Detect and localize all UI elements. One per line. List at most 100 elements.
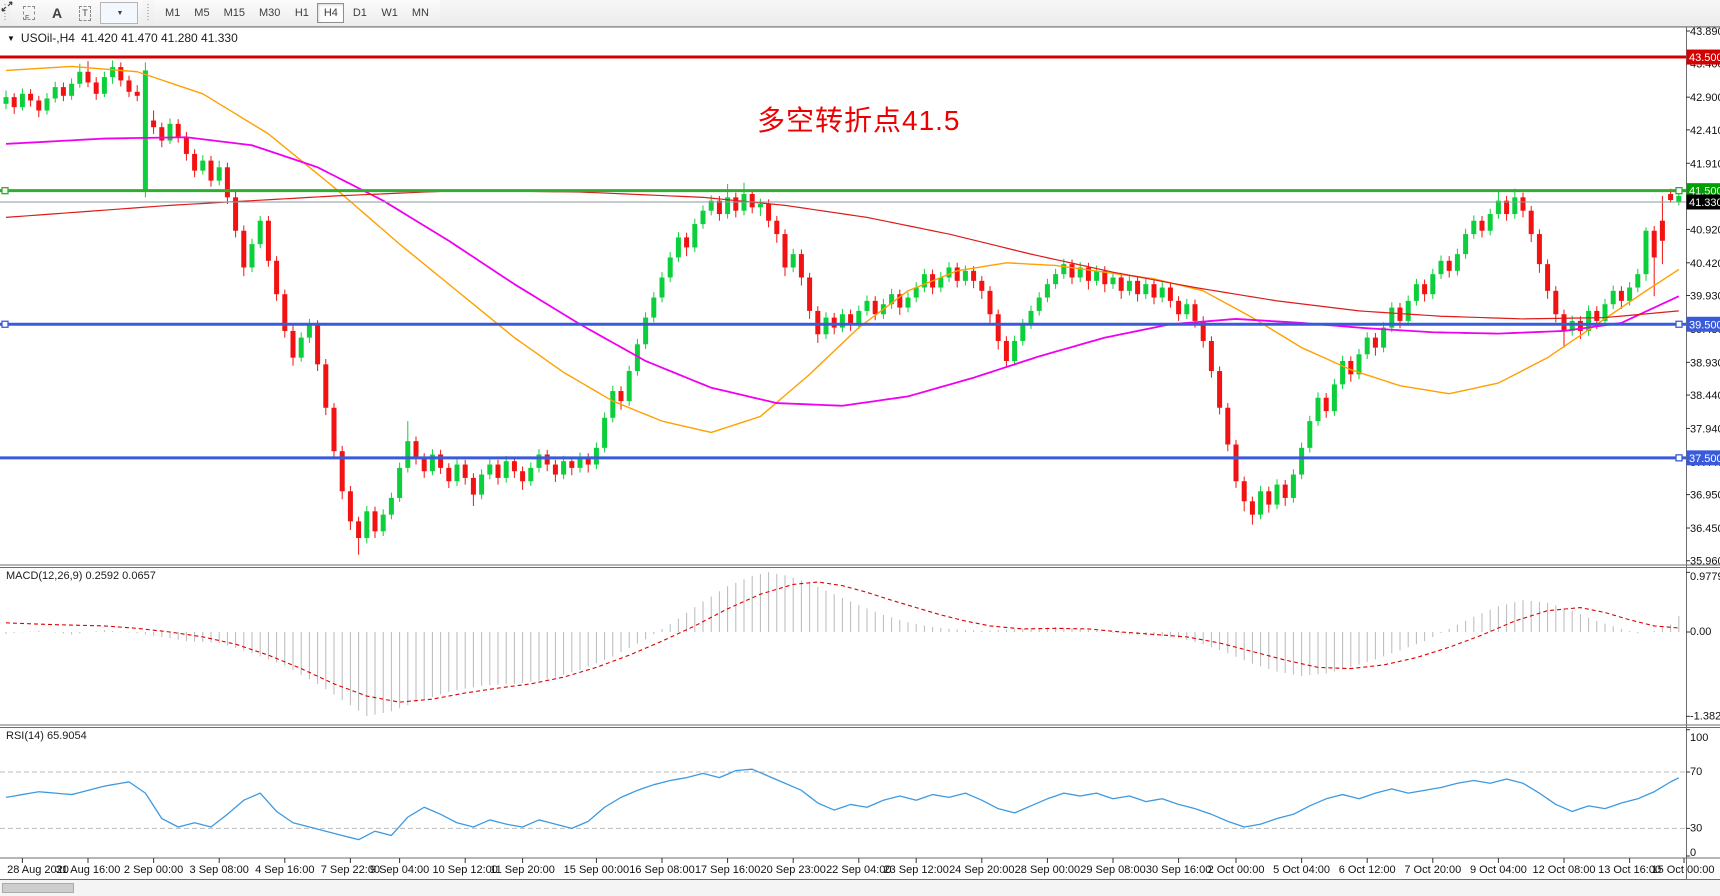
macd-axis-label: 0.00: [1690, 626, 1711, 638]
rsi-axis-label: 30: [1690, 822, 1702, 834]
rsi-line: [5, 768, 1680, 841]
date-tick-label: 10 Sep 12:00: [432, 864, 497, 876]
price-badge-text: 37.500: [1689, 453, 1720, 465]
price-badge-text: 41.330: [1689, 197, 1720, 209]
date-tick-label: 4 Sep 16:00: [255, 864, 314, 876]
date-tick-label: 16 Sep 08:00: [629, 864, 694, 876]
timeframe-m15-button[interactable]: M15: [218, 3, 251, 23]
date-tick-label: 31 Aug 16:00: [56, 864, 121, 876]
collapse-icon[interactable]: ▼: [7, 33, 15, 43]
timeframe-w1-button[interactable]: W1: [375, 3, 404, 23]
date-tick-label: 23 Sep 12:00: [883, 864, 948, 876]
price-badge-41.500: [1686, 183, 1720, 199]
price-axis-label: 35.960: [1690, 556, 1720, 568]
chevron-down-icon: ▼: [116, 9, 124, 17]
date-tick-label: 29 Sep 08:00: [1080, 864, 1145, 876]
hline-handle-39.5-left[interactable]: [1, 320, 9, 328]
candles-layer: [3, 60, 1682, 555]
date-tick-label: 24 Sep 20:00: [949, 864, 1014, 876]
price-axis-label: 36.450: [1690, 523, 1720, 535]
price-badge-39.500: [1686, 316, 1720, 332]
timeframe-mn-button[interactable]: MN: [406, 3, 435, 23]
price-axis-label: 39.930: [1690, 291, 1720, 303]
macd-signal-line: [5, 581, 1679, 703]
price-axis-label: 40.420: [1690, 258, 1720, 270]
timeframe-h4-button[interactable]: H4: [317, 3, 345, 23]
timeframe-group: M1 M5 M15 M30 H1 H4 D1 W1 MN: [154, 0, 440, 26]
price-badge-41.330: [1686, 194, 1720, 210]
date-tick-label: 28 Aug 2020: [7, 864, 69, 876]
date-tick-label: 30 Sep 16:00: [1146, 864, 1211, 876]
tool-arrows-button[interactable]: ▼: [1, 1, 138, 24]
date-tick-label: 7 Oct 20:00: [1404, 864, 1461, 876]
ma-mid-magenta: [5, 136, 1680, 407]
rsi-pane: [0, 768, 1686, 841]
date-tick-label: 12 Oct 08:00: [1533, 864, 1596, 876]
ma-fast-orange: [5, 65, 1680, 434]
chart-annotation-text[interactable]: 多空转折点41.5: [757, 105, 961, 136]
text-box-icon: T: [79, 5, 91, 21]
timeframe-h1-button[interactable]: H1: [288, 3, 315, 23]
macd-axis-label: -1.382: [1690, 710, 1720, 722]
price-badge-text: 43.500: [1689, 52, 1720, 64]
text-label-icon: A: [51, 5, 63, 21]
chart-header: ▼ USOil-,H4 41.420 41.470 41.280 41.330: [7, 31, 238, 45]
hline-handle-41.5-right[interactable]: [1675, 187, 1683, 195]
date-tick-label: 9 Sep 04:00: [370, 864, 429, 876]
date-tick-label: 13 Oct 16:00: [1598, 864, 1661, 876]
date-tick-label: 2 Sep 00:00: [124, 864, 183, 876]
horizontal-scrollbar-thumb[interactable]: [2, 883, 74, 893]
date-tick-label: 3 Sep 08:00: [190, 864, 249, 876]
rsi-axis-label: 0: [1690, 847, 1696, 859]
chart-title: USOil-,H4: [20, 31, 75, 45]
timeframe-m30-button[interactable]: M30: [253, 3, 286, 23]
chart-ohlc-values: 41.420 41.470 41.280 41.330: [80, 31, 238, 45]
date-tick-label: 22 Sep 04:00: [826, 864, 891, 876]
price-axis-label: 36.950: [1690, 490, 1720, 502]
timeframe-m1-button[interactable]: M1: [159, 3, 186, 23]
price-axis-label: 42.410: [1690, 125, 1720, 137]
price-axis[interactable]: 43.89043.40042.90042.41041.91040.92040.4…: [1686, 26, 1720, 568]
price-axis-label: 42.900: [1690, 92, 1720, 104]
price-axis-label: 40.920: [1690, 224, 1720, 236]
date-tick-label: 28 Sep 00:00: [1015, 864, 1080, 876]
timeframe-m5-button[interactable]: M5: [188, 3, 215, 23]
price-axis-label: 41.910: [1690, 158, 1720, 170]
price-badge-37.500: [1686, 450, 1720, 466]
macd-indicator-label: MACD(12,26,9) 0.2592 0.0657: [6, 570, 156, 582]
date-tick-label: 11 Sep 20:00: [490, 864, 555, 876]
date-tick-label: 15 Oct 00:00: [1652, 864, 1715, 876]
date-tick-label: 9 Oct 04:00: [1470, 864, 1527, 876]
tool-cursor-button[interactable]: F: [16, 2, 42, 24]
drawing-tools-group: F A T ▼: [1, 0, 143, 26]
hline-handle-41.5-left[interactable]: [1, 187, 9, 195]
tool-text-box-button[interactable]: T: [72, 2, 98, 24]
macd-pane: [5, 572, 1680, 717]
date-tick-label: 7 Sep 22:00: [321, 864, 380, 876]
date-tick-label: 2 Oct 00:00: [1208, 864, 1265, 876]
macd-histogram: [5, 572, 1680, 717]
cursor-frame-icon: F: [23, 6, 35, 22]
date-tick-label: 5 Oct 04:00: [1273, 864, 1330, 876]
rsi-axis-label: 100: [1690, 732, 1708, 744]
date-tick-label: 20 Sep 23:00: [760, 864, 825, 876]
rsi-axis-label: 70: [1690, 766, 1702, 778]
price-badge-43.500: [1686, 49, 1720, 65]
toolbar-grip[interactable]: [3, 4, 8, 22]
hline-handle-39.5-right[interactable]: [1675, 320, 1683, 328]
rsi-indicator-label: RSI(14) 65.9054: [6, 730, 87, 742]
arrows-icon: [1, 1, 13, 12]
date-tick-label: 17 Sep 16:00: [695, 864, 760, 876]
price-axis-label: 37.940: [1690, 423, 1720, 435]
toolbar-separator: [146, 4, 151, 22]
pane-borders: [0, 26, 1720, 880]
hline-handle-37.5-right[interactable]: [1675, 454, 1683, 462]
ma-slow-red: [5, 190, 1679, 320]
price-axis-label: 43.890: [1690, 26, 1720, 38]
tool-text-label-button[interactable]: A: [44, 2, 70, 24]
timeframe-d1-button[interactable]: D1: [346, 3, 373, 23]
main-pane: [0, 55, 1686, 555]
